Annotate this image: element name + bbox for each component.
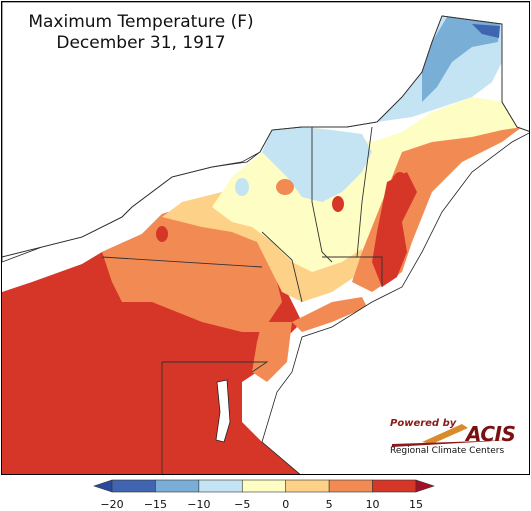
legend-tick-label: −20 [100,498,124,511]
legend-bin [198,479,243,493]
legend-bin [372,479,417,493]
legend-bin [155,479,200,493]
map-frame: Maximum Temperature (F) December 31, 191… [1,1,530,475]
legend-tick-label: −5 [234,498,251,511]
chesapeake-bay [215,379,231,443]
legend-tick-label: −10 [187,498,211,511]
legend-tick-label: −15 [143,498,168,511]
land-maine-darkblue [472,24,500,38]
legend-tick-label: 5 [325,498,333,511]
legend-tick-label: 10 [365,498,380,511]
land-maine-midblue [422,17,500,102]
hotspot-pa-north [156,226,168,242]
legend-above-arrow [415,479,435,493]
land-east-red [372,172,417,287]
logo-brand: ACIS [466,422,516,446]
legend-tick-label: 0 [282,498,290,511]
map-title: Maximum Temperature (F) December 31, 191… [16,12,266,54]
logo-powered-by: Powered by [390,418,457,429]
legend-bin [241,479,287,493]
temperature-map [2,2,529,474]
coolspot-vt [280,135,294,149]
legend-below-arrow [93,479,113,493]
hotspot-ny-central [276,179,294,195]
legend-bin [111,479,156,493]
logo-subtitle: Regional Climate Centers [390,446,505,456]
logo-swoosh-icon [392,424,512,447]
legend-bin [285,479,330,493]
acis-logo: Powered by ACIS Regional Climate Centers [382,414,527,462]
hotspot-nh [391,172,409,200]
state-boundaries [2,15,529,474]
ocean-east [261,132,529,474]
legend-tick-label: 15 [409,498,423,511]
title-line-1: Maximum Temperature (F) [28,12,254,32]
land-longisland [292,297,367,332]
land-nj-coast [252,322,292,382]
legend-bar [93,479,435,493]
legend-bin [328,479,373,493]
title-line-2: December 31, 1917 [56,33,226,53]
coolspot-ny [235,178,249,196]
hotspot-vt [332,196,344,212]
color-legend: −20 −15 −10 −5 0 5 10 15 [0,476,531,511]
